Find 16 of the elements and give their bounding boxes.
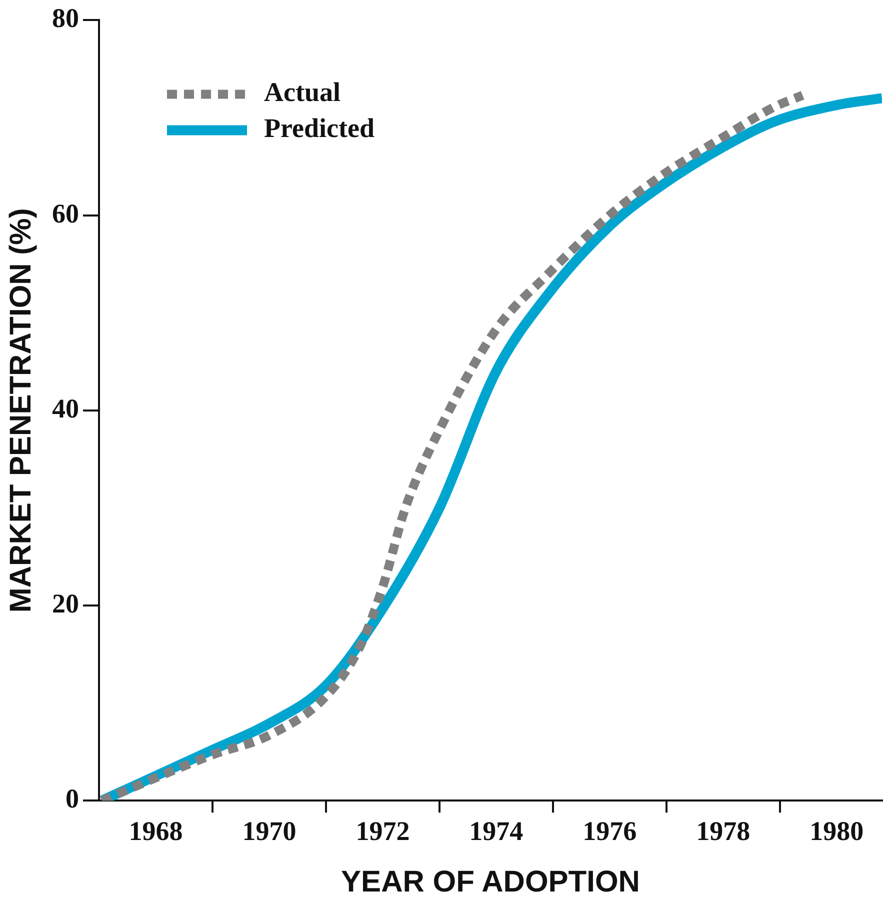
- y-tick-label: 40: [52, 393, 79, 424]
- y-tick-label: 80: [52, 3, 79, 34]
- legend-label: Actual: [264, 77, 341, 108]
- x-tick-label: 1976: [582, 816, 637, 846]
- legend-label: Predicted: [264, 113, 374, 144]
- x-tick-label: 1970: [242, 816, 296, 846]
- y-axis-title: MARKET PENETRATION (%): [4, 208, 38, 613]
- y-tick-label: 20: [52, 588, 79, 618]
- x-tick-label: 1968: [128, 816, 183, 846]
- x-tick-label: 1978: [696, 816, 750, 846]
- x-tick-label: 1974: [469, 816, 524, 846]
- x-axis-title: YEAR OF ADOPTION: [341, 865, 640, 898]
- x-tick-label: 1972: [356, 816, 410, 846]
- y-tick-label: 0: [66, 784, 79, 814]
- x-tick-label: 1980: [810, 816, 864, 846]
- y-tick-label: 60: [52, 198, 79, 228]
